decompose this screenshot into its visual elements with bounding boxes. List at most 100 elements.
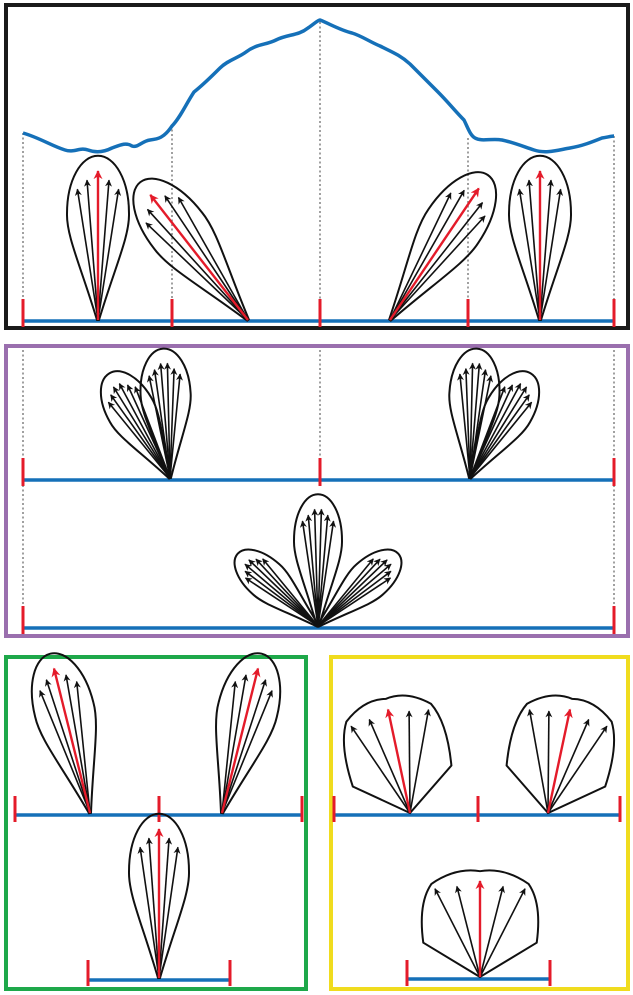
broad-lobe-2-mean-arrow (546, 708, 573, 814)
pool-bottom-c-arrow (317, 558, 374, 627)
narrow-lobe-1-arrow (63, 674, 91, 814)
pool-bottom-a-arrow (244, 577, 319, 627)
narrow-lobe-3-outline (127, 812, 191, 979)
tuning-lobe-4 (507, 154, 573, 321)
broad-lobe-2-arrow (545, 710, 553, 814)
pool-right-b-arrow (469, 394, 530, 479)
pool-bottom-c-arrow (317, 577, 392, 627)
pool-bottom-b (292, 493, 344, 627)
tuning-lobe-3 (388, 171, 498, 322)
narrow-lobe-2 (215, 652, 282, 815)
baselines (15, 319, 620, 982)
pool-right-a-outline (448, 347, 501, 480)
pool-bottom-a-arrow (255, 558, 319, 627)
narrow-lobe-1 (30, 652, 97, 815)
pool-bottom-b-outline (292, 493, 344, 627)
pool-bottom-a-arrow (248, 559, 319, 627)
broad-lobe-1-arrow (350, 725, 411, 814)
pool-bottom-a-arrow (262, 558, 319, 627)
pool-bottom-a-outline (233, 548, 320, 628)
pool-left-b-outline (139, 347, 192, 480)
tuning-lobe-1-arrow (84, 179, 99, 321)
pool-left-b-arrow (157, 362, 171, 479)
tuning-lobe-1-outline (65, 154, 131, 321)
pool-left-a (99, 370, 173, 480)
tuning-curve (22, 18, 615, 154)
pool-bottom-b-arrow (317, 508, 325, 627)
tuning-lobe-3-outline (388, 171, 498, 322)
pool-left-a-arrow (107, 401, 171, 479)
tuning-lobe-3-arrow (389, 215, 486, 321)
pool-bottom-a (233, 548, 320, 628)
narrow-lobe-2-arrow (221, 690, 273, 814)
broad-lobe-1-arrow (409, 709, 431, 814)
tuning-lobe-4-arrow (539, 179, 554, 321)
tuning-lobe-2-arrow (145, 222, 249, 321)
pool-left-b-arrow (164, 362, 172, 479)
pool-bottom-b-arrow (317, 514, 331, 627)
tuning-lobe-2-mean-arrow (149, 194, 249, 321)
pool-bottom-b-arrow (299, 520, 319, 627)
narrow-lobe-3-arrow (145, 837, 160, 979)
lobe-glyphs (30, 154, 616, 979)
pool-right-a-arrow (457, 373, 471, 479)
pool-left-b (139, 347, 192, 480)
broad-lobe-3-arrow (479, 888, 526, 978)
broad-lobe-2 (505, 694, 616, 815)
pool-left-b-arrow (169, 373, 183, 479)
broad-lobe-2-arrow (547, 725, 608, 814)
narrow-lobe-3 (127, 812, 191, 979)
tuning-lobe-3-arrow (389, 192, 452, 321)
pool-left-b-arrow (169, 368, 178, 479)
pool-bottom-c (316, 548, 403, 628)
narrow-lobe-3-arrow (137, 846, 160, 979)
pool-bottom-c-arrow (317, 563, 392, 627)
broad-lobe-1-arrow (405, 710, 413, 814)
tuning-lobe-1-arrow (97, 188, 122, 321)
pool-bottom-b-arrow (317, 520, 337, 627)
narrow-lobe-3-arrow (158, 837, 173, 979)
broad-lobe-3-arrow (479, 885, 505, 978)
tuning-lobe-4-arrow (516, 188, 541, 321)
panel-frame-tuning (4, 3, 630, 330)
narrow-lobe-1-arrow (39, 690, 91, 814)
broad-lobe-1 (342, 694, 453, 815)
tuning-lobe-2-outline (132, 177, 251, 322)
tuning-lobe-3-arrow (389, 189, 465, 321)
pool-left-b-arrow (146, 375, 171, 479)
narrow-lobe-1-outline (30, 652, 97, 815)
pool-bottom-c-arrow (317, 570, 392, 627)
tuning-lobe-2-arrow (146, 208, 249, 321)
panel-frame-narrow (4, 655, 308, 991)
tuning-lobe-4-arrow (526, 179, 541, 321)
pool-bottom-c-arrow (317, 559, 388, 627)
pool-right-b-arrow (469, 382, 522, 479)
broad-lobe-1-arrow (368, 718, 411, 814)
tuning-lobe-1-arrow (97, 179, 112, 321)
pool-right-b-arrow (469, 384, 514, 479)
pool-left-a-arrow (110, 394, 171, 479)
pool-left-a-arrow (112, 386, 171, 479)
pool-bottom-b-arrow (311, 508, 319, 627)
broad-lobe-2-outline (505, 694, 616, 815)
pool-bottom-c-arrow (317, 558, 381, 627)
panel-frame-pooling (4, 344, 630, 638)
pool-bottom-a-arrow (244, 563, 319, 627)
pool-right-a-arrow (468, 362, 476, 479)
narrow-lobe-2-arrow (221, 674, 249, 814)
broad-lobe-1-outline (342, 694, 453, 815)
pool-right-b-arrow (469, 401, 533, 479)
pool-bottom-a-arrow (244, 570, 319, 627)
narrow-lobe-2-arrow (221, 680, 239, 814)
tuning-lobe-2-arrow (177, 196, 249, 321)
broad-lobe-2-arrow (527, 709, 549, 814)
narrow-lobe-2-arrow (221, 679, 267, 814)
narrow-lobe-2-mean-arrow (220, 667, 261, 814)
narrow-lobe-1-arrow (45, 679, 91, 814)
pool-bottom-c-outline (316, 548, 403, 628)
narrow-lobe-1-mean-arrow (51, 667, 92, 814)
broad-lobe-3 (420, 869, 540, 979)
tuning-lobe-1-arrow (74, 188, 99, 321)
tuning-lobe-3-mean-arrow (389, 187, 480, 321)
